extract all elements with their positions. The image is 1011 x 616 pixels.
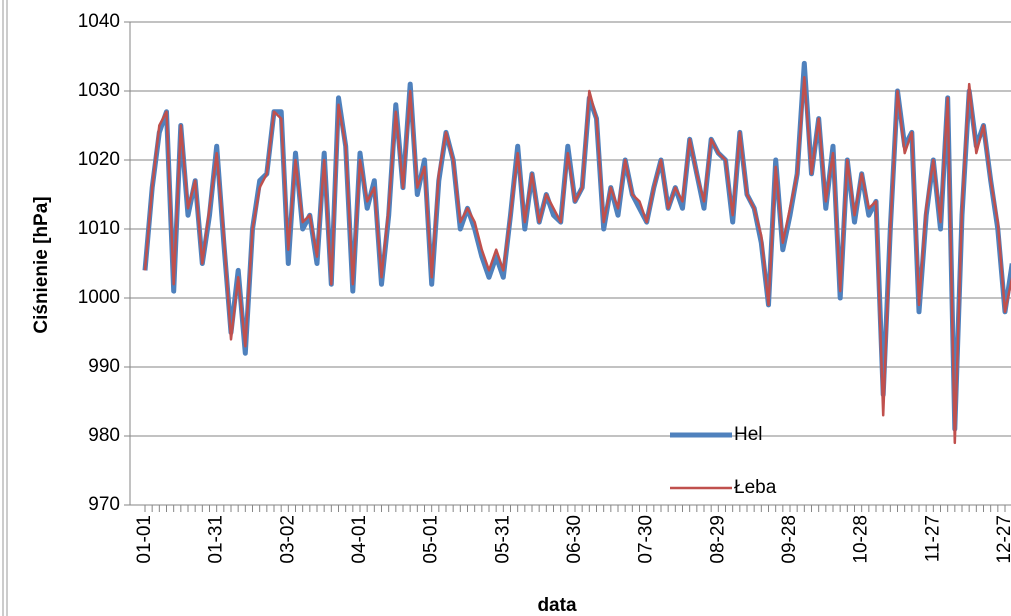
y-tick-label: 1020 (78, 149, 120, 170)
x-tick-label: 05-01 (421, 515, 442, 564)
y-tick-label: 990 (88, 356, 120, 377)
x-tick-label: 09-28 (779, 515, 800, 564)
y-tick-label: 980 (88, 425, 120, 446)
y-axis-title: Ciśnienie [hPa] (31, 196, 52, 333)
y-tick-label: 1030 (78, 80, 120, 101)
x-tick-label: 11-27 (922, 515, 943, 562)
legend-label: Łeba (734, 477, 777, 498)
legend-label: Hel (734, 424, 763, 445)
x-tick-label: 05-31 (492, 515, 513, 564)
series-line (143, 75, 1011, 445)
y-tick-label: 1040 (78, 11, 120, 32)
x-tick-label: 06-30 (564, 515, 585, 564)
x-tick-label: 04-01 (349, 515, 370, 564)
x-tick-label: 07-30 (636, 515, 657, 564)
y-tick-label: 1010 (78, 218, 120, 239)
x-tick-label: 01-01 (134, 515, 155, 564)
x-axis-title: data (537, 595, 577, 616)
x-tick-label: 12-27 (994, 515, 1011, 564)
x-tick-label: 03-02 (277, 515, 298, 564)
x-tick-label: 01-31 (206, 515, 227, 564)
y-tick-label: 970 (88, 494, 120, 515)
x-tick-label: 08-29 (707, 515, 728, 564)
x-tick-label: 10-28 (851, 515, 872, 564)
y-tick-label: 1000 (78, 287, 120, 308)
